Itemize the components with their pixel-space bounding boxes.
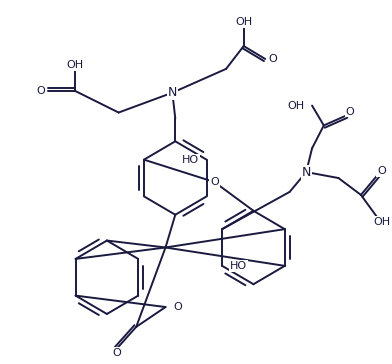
Text: O: O [346, 107, 354, 116]
Text: O: O [377, 166, 386, 176]
Text: OH: OH [235, 17, 252, 27]
Text: OH: OH [287, 100, 304, 111]
Text: O: O [269, 54, 278, 64]
Text: O: O [210, 177, 219, 187]
Text: O: O [112, 348, 121, 358]
Text: N: N [168, 86, 177, 99]
Text: OH: OH [66, 60, 83, 70]
Text: HO: HO [230, 261, 247, 271]
Text: OH: OH [373, 217, 390, 227]
Text: N: N [301, 166, 311, 179]
Text: O: O [36, 86, 45, 96]
Text: HO: HO [181, 155, 199, 165]
Text: O: O [173, 302, 182, 312]
